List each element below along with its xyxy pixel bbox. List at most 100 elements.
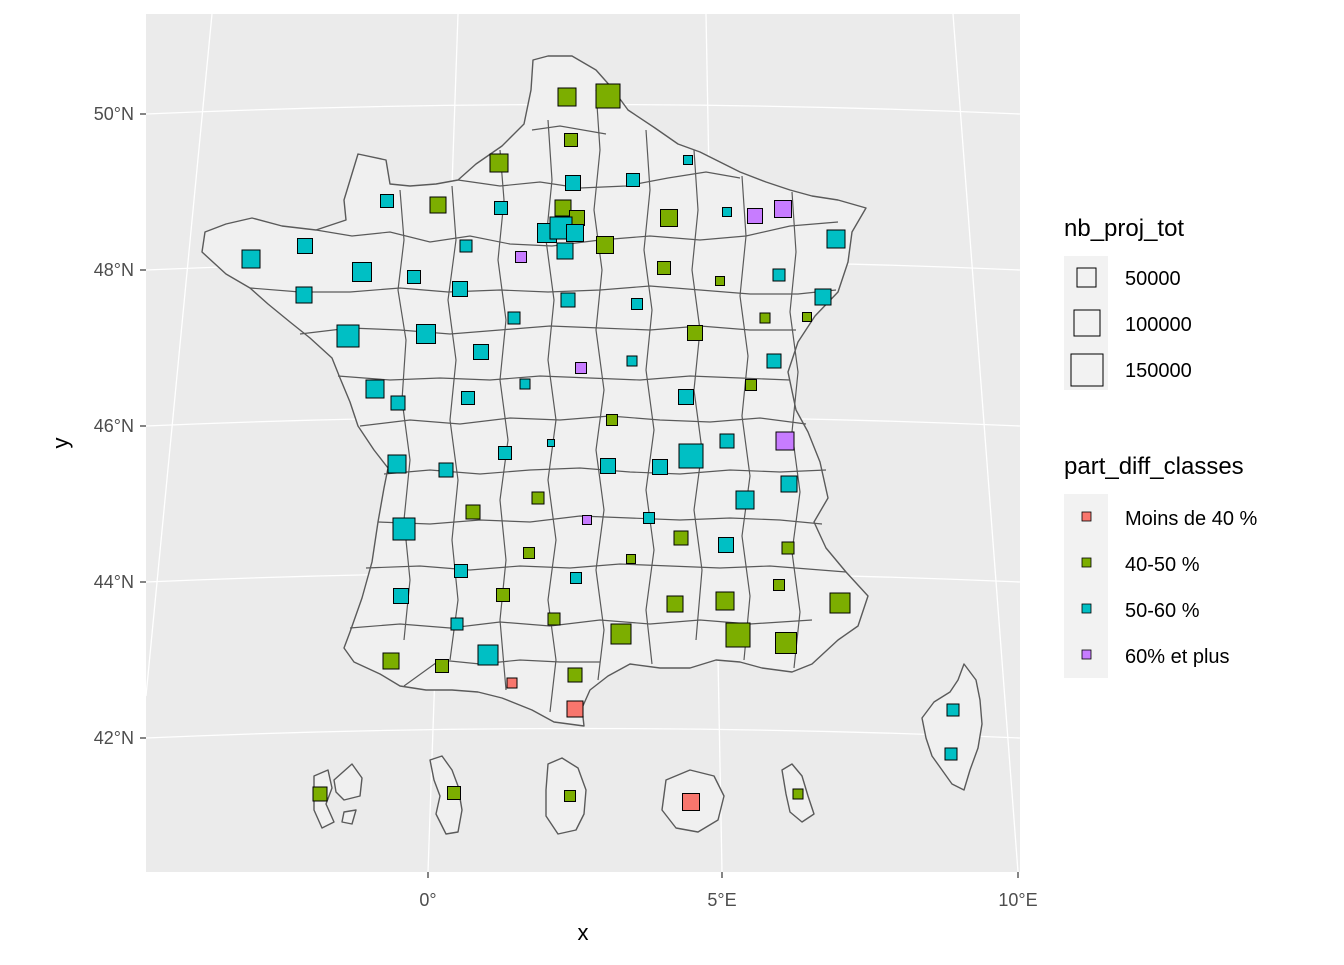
department-marker-40-50 bbox=[610, 623, 632, 645]
department-marker-moins-40 bbox=[566, 700, 584, 718]
department-marker-40-50 bbox=[312, 786, 328, 802]
department-marker-40-50 bbox=[596, 236, 614, 254]
department-marker-40-50 bbox=[673, 530, 689, 546]
department-marker-50-60 bbox=[459, 239, 473, 253]
department-marker-50-60 bbox=[450, 617, 464, 631]
department-marker-60-plus bbox=[775, 431, 795, 451]
department-marker-50-60 bbox=[438, 462, 454, 478]
department-marker-40-50 bbox=[792, 788, 804, 800]
department-marker-40-50 bbox=[564, 133, 578, 147]
department-marker-50-60 bbox=[494, 201, 508, 215]
martinique bbox=[429, 755, 463, 835]
department-marker-50-60 bbox=[626, 173, 640, 187]
department-marker-40-50 bbox=[523, 547, 535, 559]
department-marker-50-60 bbox=[683, 155, 693, 165]
department-marker-40-50 bbox=[531, 491, 545, 505]
fill-legend-label: 40-50 % bbox=[1125, 554, 1200, 576]
department-marker-50-60 bbox=[452, 281, 468, 297]
department-marker-40-50 bbox=[657, 261, 671, 275]
department-marker-50-60 bbox=[352, 262, 372, 282]
fill-legend-label: 50-60 % bbox=[1125, 600, 1200, 622]
department-marker-40-50 bbox=[465, 504, 481, 520]
department-marker-40-50 bbox=[759, 312, 771, 324]
fill-legend-title: part_diff_classes bbox=[1064, 453, 1244, 480]
corsica bbox=[921, 663, 983, 791]
size-legend-title: nb_proj_tot bbox=[1064, 215, 1184, 242]
lat-tick-label: 50°N bbox=[94, 104, 134, 124]
department-marker-50-60 bbox=[652, 459, 668, 475]
department-marker-40-50 bbox=[557, 87, 577, 107]
lat-tick-label: 42°N bbox=[94, 728, 134, 748]
department-marker-40-50 bbox=[564, 790, 576, 802]
size-legend-label: 150000 bbox=[1125, 360, 1192, 382]
department-marker-40-50 bbox=[447, 786, 461, 800]
department-marker-50-60 bbox=[461, 391, 475, 405]
department-marker-60-plus bbox=[515, 251, 527, 263]
department-marker-40-50 bbox=[802, 312, 812, 322]
department-marker-50-60 bbox=[566, 224, 584, 242]
department-marker-50-60 bbox=[454, 564, 468, 578]
department-marker-40-50 bbox=[715, 276, 725, 286]
department-marker-moins-40 bbox=[682, 793, 700, 811]
lon-tick-label: 5°E bbox=[707, 890, 736, 910]
department-marker-40-50 bbox=[489, 153, 509, 173]
department-marker-60-plus bbox=[575, 362, 587, 374]
department-marker-40-50 bbox=[626, 554, 636, 564]
mainland-france bbox=[201, 55, 869, 727]
size-key-100000 bbox=[1073, 309, 1101, 337]
department-marker-40-50 bbox=[745, 379, 757, 391]
department-marker-50-60 bbox=[719, 433, 735, 449]
lon-tick-label: 10°E bbox=[998, 890, 1037, 910]
x-axis-title: x bbox=[578, 920, 589, 945]
department-marker-50-60 bbox=[626, 355, 638, 367]
department-marker-50-60 bbox=[498, 446, 512, 460]
department-marker-50-60 bbox=[946, 703, 960, 717]
department-marker-50-60 bbox=[643, 512, 655, 524]
department-marker-40-50 bbox=[687, 325, 703, 341]
department-marker-50-60 bbox=[570, 572, 582, 584]
department-marker-60-plus bbox=[747, 208, 763, 224]
department-marker-40-50 bbox=[775, 632, 797, 654]
guadeloupe bbox=[313, 763, 363, 829]
department-marker-50-60 bbox=[393, 588, 409, 604]
department-marker-40-50 bbox=[567, 667, 583, 683]
department-marker-40-50 bbox=[606, 414, 618, 426]
department-marker-50-60 bbox=[477, 644, 499, 666]
lat-tick-label: 46°N bbox=[94, 416, 134, 436]
department-marker-50-60 bbox=[392, 517, 416, 541]
department-marker-50-60 bbox=[718, 537, 734, 553]
department-marker-50-60 bbox=[772, 268, 786, 282]
department-marker-40-50 bbox=[666, 595, 684, 613]
department-marker-50-60 bbox=[631, 298, 643, 310]
department-marker-50-60 bbox=[380, 194, 394, 208]
department-marker-50-60 bbox=[407, 270, 421, 284]
department-marker-50-60 bbox=[780, 475, 798, 493]
department-marker-40-50 bbox=[773, 579, 785, 591]
department-marker-60-plus bbox=[582, 515, 592, 525]
department-marker-40-50 bbox=[547, 612, 561, 626]
department-marker-40-50 bbox=[781, 541, 795, 555]
department-marker-50-60 bbox=[507, 311, 521, 325]
department-marker-50-60 bbox=[678, 443, 704, 469]
axis-ticks bbox=[140, 113, 1019, 878]
department-marker-50-60 bbox=[556, 242, 574, 260]
department-marker-50-60 bbox=[722, 207, 732, 217]
department-marker-40-50 bbox=[660, 209, 678, 227]
lat-tick-label: 44°N bbox=[94, 572, 134, 592]
fill-key-50-60 bbox=[1081, 603, 1092, 614]
department-marker-40-50 bbox=[435, 659, 449, 673]
fill-key-60-plus bbox=[1081, 649, 1092, 660]
department-marker-50-60 bbox=[826, 229, 846, 249]
department-marker-50-60 bbox=[365, 379, 385, 399]
size-key-150000 bbox=[1070, 353, 1104, 387]
department-marker-50-60 bbox=[814, 288, 832, 306]
department-marker-40-50 bbox=[829, 592, 851, 614]
department-marker-50-60 bbox=[565, 175, 581, 191]
department-marker-50-60 bbox=[241, 249, 261, 269]
size-legend-label: 100000 bbox=[1125, 314, 1192, 336]
department-marker-50-60 bbox=[547, 439, 555, 447]
fill-legend-keybg bbox=[1064, 494, 1108, 678]
department-marker-50-60 bbox=[519, 378, 531, 390]
department-marker-50-60 bbox=[735, 490, 755, 510]
